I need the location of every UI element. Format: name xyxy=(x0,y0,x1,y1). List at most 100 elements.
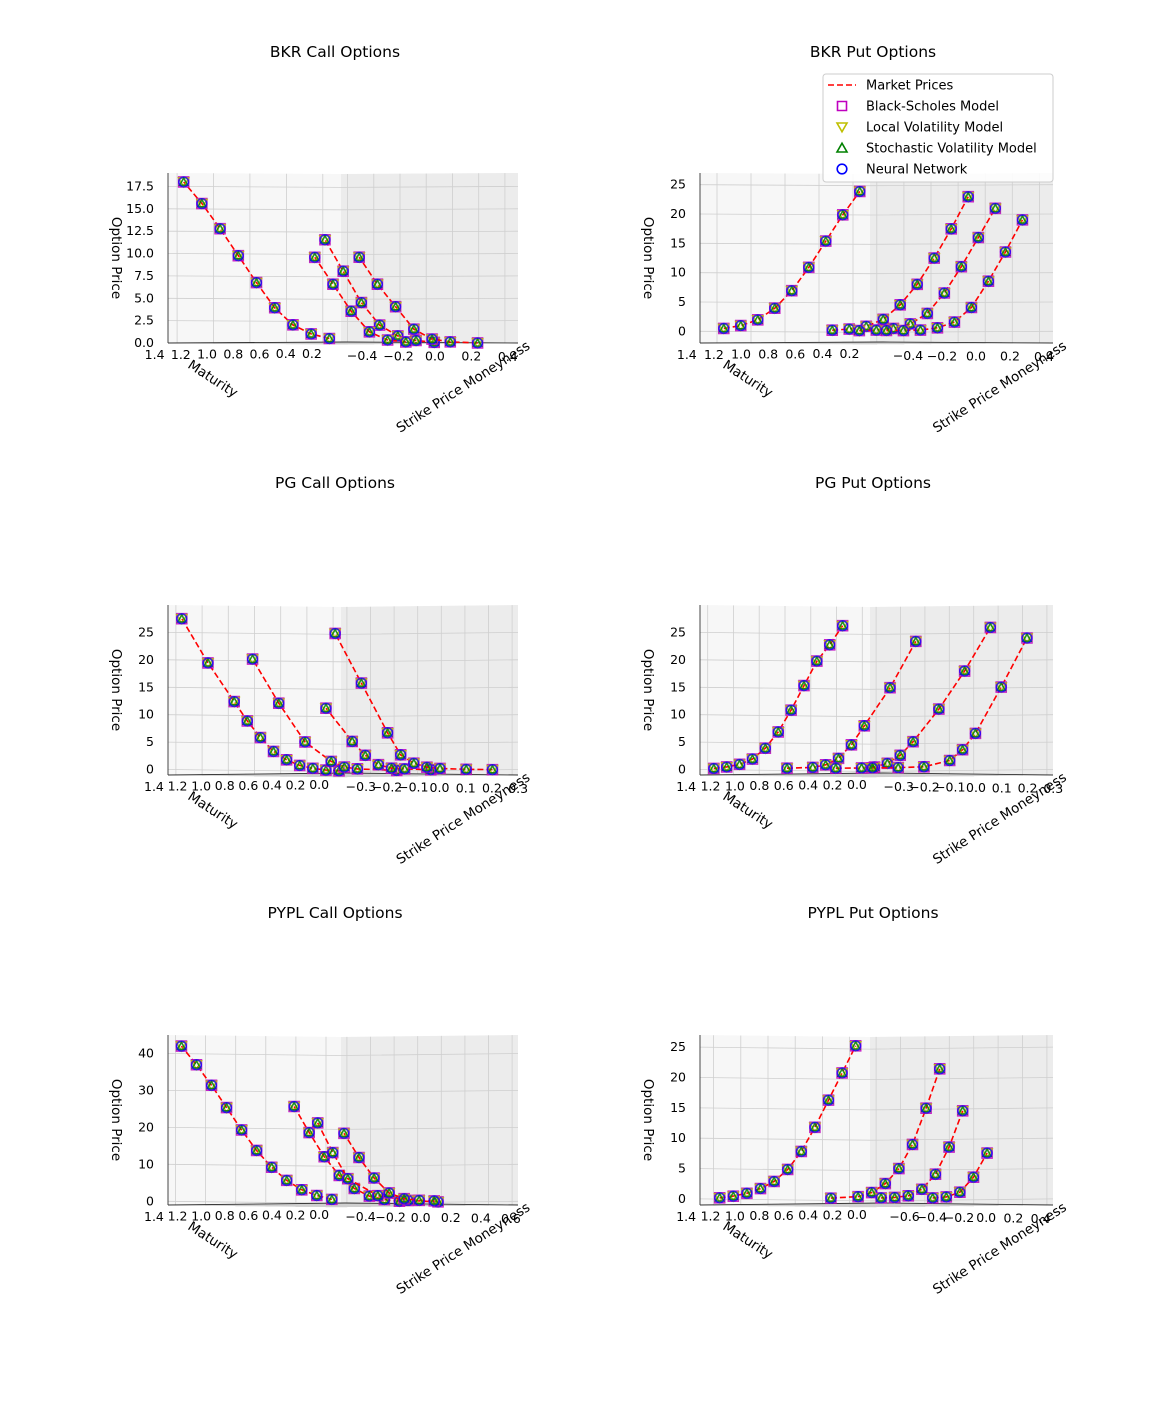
neural-network-marker xyxy=(175,1040,188,1052)
grid-line xyxy=(167,297,519,300)
neural-network-marker xyxy=(372,759,385,771)
neural-network-marker xyxy=(325,755,337,768)
x-tick-label: −0.4 xyxy=(347,348,377,363)
neural-network-marker xyxy=(733,758,746,770)
chart-title: PYPL Put Options xyxy=(807,904,938,922)
y-tick-label: 1.4 xyxy=(144,779,164,794)
neural-network-marker xyxy=(408,323,420,335)
neural-network-marker xyxy=(398,1193,410,1205)
stochastic-volatility-marker xyxy=(329,628,341,638)
neural-network-marker xyxy=(246,653,259,665)
y-tick-label: 0.6 xyxy=(785,346,805,361)
z-tick-label: 5 xyxy=(678,734,686,749)
neural-network-marker xyxy=(327,1147,339,1159)
side-pane xyxy=(341,1035,518,1207)
neural-network-marker xyxy=(989,202,1001,214)
stochastic-volatility-marker xyxy=(202,657,214,667)
z-tick-label: 15 xyxy=(670,679,686,694)
stochastic-volatility-marker xyxy=(932,322,943,332)
stochastic-volatility-marker xyxy=(352,763,363,773)
neural-network-marker xyxy=(421,761,433,773)
stochastic-volatility-marker xyxy=(930,1168,941,1179)
x-tick-label: −0.2 xyxy=(383,348,413,363)
legend-marker-stochastic-volatility xyxy=(835,141,849,153)
legend-box xyxy=(822,73,1054,183)
x-tick-label: −0.4 xyxy=(345,1209,375,1224)
stochastic-volatility-marker xyxy=(353,1152,365,1162)
stochastic-volatility-marker xyxy=(918,761,930,771)
market-price-line xyxy=(183,181,330,340)
stochastic-volatility-marker xyxy=(768,1176,780,1186)
neural-network-marker xyxy=(955,261,967,273)
z-tick-label: 5 xyxy=(146,734,154,749)
neural-network-marker xyxy=(735,319,747,332)
z-tick-label: 10 xyxy=(138,1156,154,1171)
stochastic-volatility-marker xyxy=(781,762,793,773)
y-tick-label: 0.2 xyxy=(823,1207,843,1222)
neural-network-marker xyxy=(855,762,868,774)
back-pane xyxy=(168,1035,341,1207)
grid-line xyxy=(803,605,975,777)
stochastic-volatility-marker xyxy=(803,261,815,272)
side-pane xyxy=(341,173,518,344)
legend-label: Black-Scholes Model xyxy=(866,100,999,115)
grid-line xyxy=(699,686,1054,690)
neural-network-marker xyxy=(921,307,933,320)
chart-title: BKR Call Options xyxy=(270,43,400,61)
x-tick-label: 0.0 xyxy=(411,1210,431,1225)
neural-network-marker xyxy=(176,613,188,625)
z-tick-label: 10 xyxy=(138,707,154,722)
stochastic-volatility-marker xyxy=(870,324,882,335)
x-tick-label: −0.4 xyxy=(917,1209,947,1224)
neural-network-marker xyxy=(825,1192,837,1204)
grid-line xyxy=(754,1036,926,1207)
stochastic-volatility-marker xyxy=(752,314,764,324)
neural-network-marker xyxy=(345,305,357,317)
neural-network-marker xyxy=(296,1184,308,1196)
y-tick-label: 0.2 xyxy=(286,777,306,792)
stochastic-volatility-marker xyxy=(1021,632,1033,643)
z-tick-label: 17.5 xyxy=(126,178,154,193)
stochastic-volatility-marker xyxy=(303,1127,315,1137)
stochastic-volatility-marker xyxy=(824,639,836,649)
neural-network-marker xyxy=(798,680,810,692)
z-tick-label: 15 xyxy=(138,679,154,694)
stochastic-volatility-marker xyxy=(833,752,844,763)
stochastic-volatility-marker xyxy=(247,653,258,664)
neural-network-marker xyxy=(273,697,285,709)
neural-network-marker xyxy=(945,223,957,235)
stochastic-volatility-marker xyxy=(785,704,797,715)
stochastic-volatility-marker xyxy=(826,324,838,335)
stochastic-volatility-marker xyxy=(333,1169,345,1180)
neural-network-marker xyxy=(338,761,350,773)
chart-panel: −0.3−0.2−0.1 0.0 0.1 0.2 0.30.00.20.40.60.81… xyxy=(640,474,1070,868)
grid-line xyxy=(167,320,519,323)
stochastic-volatility-marker xyxy=(714,1192,726,1202)
neural-network-marker xyxy=(269,302,281,314)
neural-network-marker xyxy=(486,764,499,776)
grid-line xyxy=(730,606,901,778)
stochastic-volatility-marker xyxy=(266,1161,278,1172)
neural-network-marker xyxy=(294,759,306,772)
neural-network-marker xyxy=(853,324,865,337)
stochastic-volatility-marker xyxy=(408,323,420,334)
y-tick-label: 0.0 xyxy=(847,777,867,792)
stochastic-volatility-marker xyxy=(268,745,279,756)
stochastic-volatility-marker xyxy=(426,333,438,344)
market-price-line xyxy=(324,239,435,344)
neural-network-marker xyxy=(962,191,974,203)
stochastic-volatility-marker xyxy=(820,235,832,246)
neural-network-marker xyxy=(312,1117,324,1129)
y-tick-label: 0.4 xyxy=(798,1208,818,1223)
z-tick-label: 20 xyxy=(138,652,154,667)
stochastic-volatility-marker xyxy=(410,335,422,345)
stochastic-volatility-marker xyxy=(398,1193,410,1203)
grid-line xyxy=(244,606,419,777)
stochastic-volatility-marker xyxy=(251,1145,263,1155)
z-tick-label: 25 xyxy=(670,177,686,192)
neural-network-marker xyxy=(400,336,412,348)
y-tick-label: 0.8 xyxy=(749,778,769,793)
y-tick-label: 1.2 xyxy=(171,347,191,362)
stochastic-volatility-marker xyxy=(382,334,393,345)
